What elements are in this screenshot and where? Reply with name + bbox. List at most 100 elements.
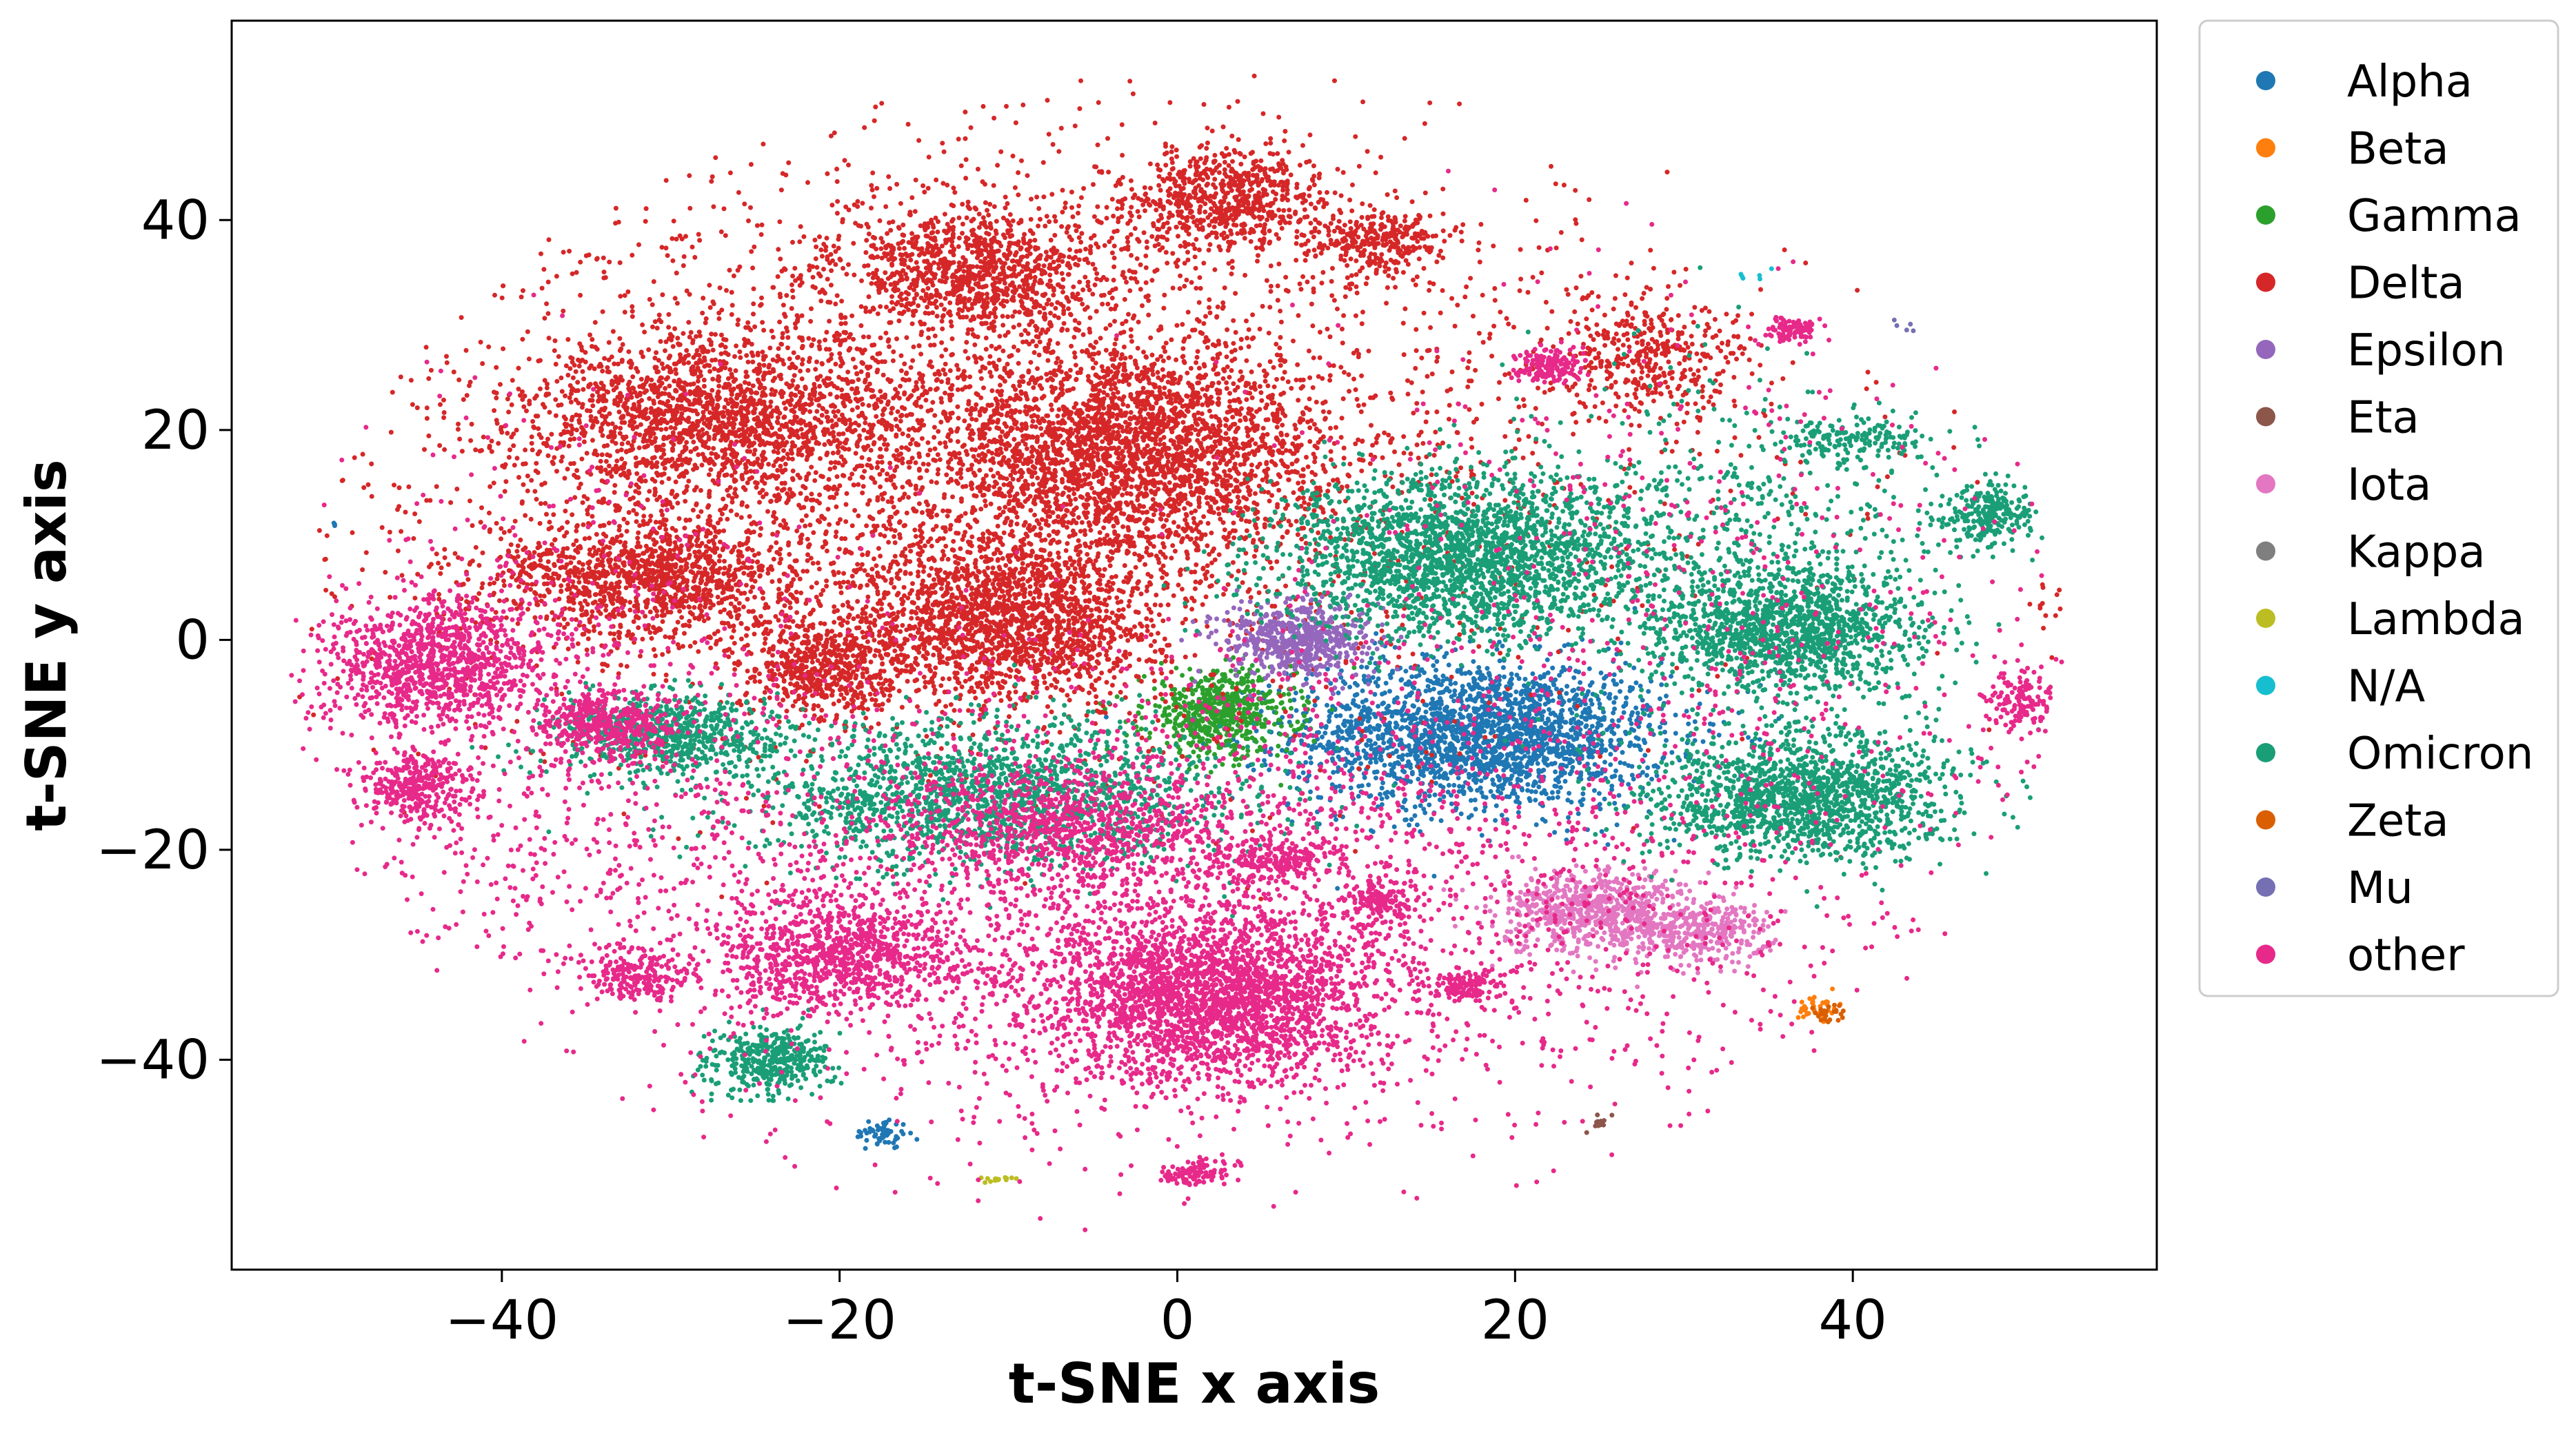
legend-entry: N/A [2256, 662, 2425, 713]
cluster [1520, 523, 2002, 731]
legend-label: Kappa [2347, 527, 2486, 578]
cluster-points [1520, 523, 2002, 731]
cluster [758, 275, 1460, 640]
cluster [1497, 247, 1786, 454]
series-n-a [1738, 266, 1774, 282]
legend-marker [2256, 272, 2275, 292]
y-tick-label: −40 [96, 1029, 210, 1091]
legend-entry: Delta [2256, 258, 2465, 309]
cluster [689, 1007, 844, 1104]
y-tick-label: −20 [96, 820, 210, 882]
legend-marker [2256, 944, 2275, 964]
cluster [1966, 658, 2053, 751]
cluster [1040, 111, 1353, 283]
cluster [2027, 582, 2063, 660]
cluster [1559, 884, 1788, 976]
x-tick-label: −40 [445, 1290, 559, 1352]
cluster-points [1966, 658, 2053, 751]
cluster-points [1212, 829, 1356, 898]
plot-area-frame [230, 19, 2158, 1271]
cluster [735, 176, 1180, 374]
cluster-points [1098, 651, 1357, 788]
legend-label: Alpha [2347, 57, 2473, 108]
cluster-points [331, 520, 337, 529]
legend-marker [2256, 71, 2275, 90]
cluster-points [1810, 1002, 1846, 1024]
cluster-points [1161, 396, 1810, 698]
series-zeta [1810, 1002, 1846, 1024]
legend-entry: other [2256, 931, 2465, 982]
cluster [1179, 583, 1404, 698]
cluster-points [1040, 111, 1353, 283]
legend-label: Iota [2347, 460, 2431, 511]
cluster [1891, 317, 1916, 334]
cluster-points [351, 740, 492, 840]
series-gamma [1098, 651, 1357, 788]
x-axis-ticks: −40 −20 0 20 40 [445, 1270, 1887, 1352]
y-tick-label: 40 [141, 190, 210, 252]
legend-entry: Lambda [2256, 594, 2525, 645]
cluster [1212, 829, 1356, 898]
cluster-points [1497, 247, 1786, 454]
legend-marker [2256, 138, 2275, 158]
series-omicron [470, 265, 2044, 1104]
series-alpha [331, 520, 1782, 1151]
cluster-points [1746, 314, 1828, 347]
cluster [978, 1175, 1019, 1186]
cluster [1759, 415, 1933, 468]
legend-entry: Omicron [2256, 729, 2533, 780]
series-beta [1795, 986, 1843, 1024]
cluster-points [828, 730, 1318, 946]
x-axis-title: t-SNE x axis [1009, 1352, 1380, 1416]
legend-label: Lambda [2347, 594, 2525, 645]
cluster [1738, 266, 1774, 282]
cluster-points [978, 1175, 1019, 1186]
data-points [289, 73, 2064, 1232]
legend: Alpha Beta Gamma Delta Epsilon Eta Iota Kappa La… [2198, 19, 2559, 997]
legend-entry: Iota [2256, 460, 2431, 511]
cluster [1520, 684, 2033, 909]
cluster [1341, 878, 1427, 926]
series-eta [1584, 1112, 1615, 1135]
x-tick-label: −20 [783, 1290, 896, 1352]
cluster [903, 848, 1564, 1139]
cluster-points [758, 458, 1262, 766]
cluster-points [1179, 583, 1404, 698]
cluster [1158, 1155, 1244, 1188]
legend-label: Omicron [2347, 729, 2533, 780]
cluster-points [903, 848, 1564, 1139]
series-other [289, 168, 2064, 1232]
cluster-points [735, 176, 1180, 374]
cluster-points [1420, 951, 1515, 1013]
cluster [1441, 854, 1744, 990]
legend-label: Epsilon [2347, 325, 2506, 376]
legend-marker [2256, 541, 2275, 561]
cluster [501, 662, 1508, 919]
cluster [1258, 192, 1496, 287]
cluster [1795, 986, 1843, 1024]
cluster [1098, 651, 1357, 788]
legend-label: Beta [2347, 124, 2449, 175]
cluster [855, 1117, 920, 1151]
legend-entry: Eta [2256, 393, 2419, 444]
cluster-points [1441, 854, 1744, 990]
legend-entry: Epsilon [2256, 325, 2506, 376]
legend-label: Gamma [2347, 191, 2522, 242]
cluster [470, 678, 866, 797]
cluster-points [1559, 884, 1788, 976]
legend-marker [2256, 743, 2275, 762]
cluster-points [663, 588, 957, 764]
x-tick-label: 40 [1819, 1290, 1887, 1352]
cluster-points [689, 1007, 844, 1104]
y-axis-ticks: −40 −20 0 20 40 [96, 190, 232, 1091]
legend-label: Zeta [2347, 796, 2449, 847]
cluster [1810, 1002, 1846, 1024]
cluster [1746, 314, 1828, 347]
legend-marker [2256, 340, 2275, 359]
legend-label: N/A [2347, 662, 2425, 713]
legend-marker [2256, 609, 2275, 628]
cluster-points [2027, 582, 2063, 660]
cluster [758, 458, 1262, 766]
series-lambda [978, 1175, 1019, 1186]
